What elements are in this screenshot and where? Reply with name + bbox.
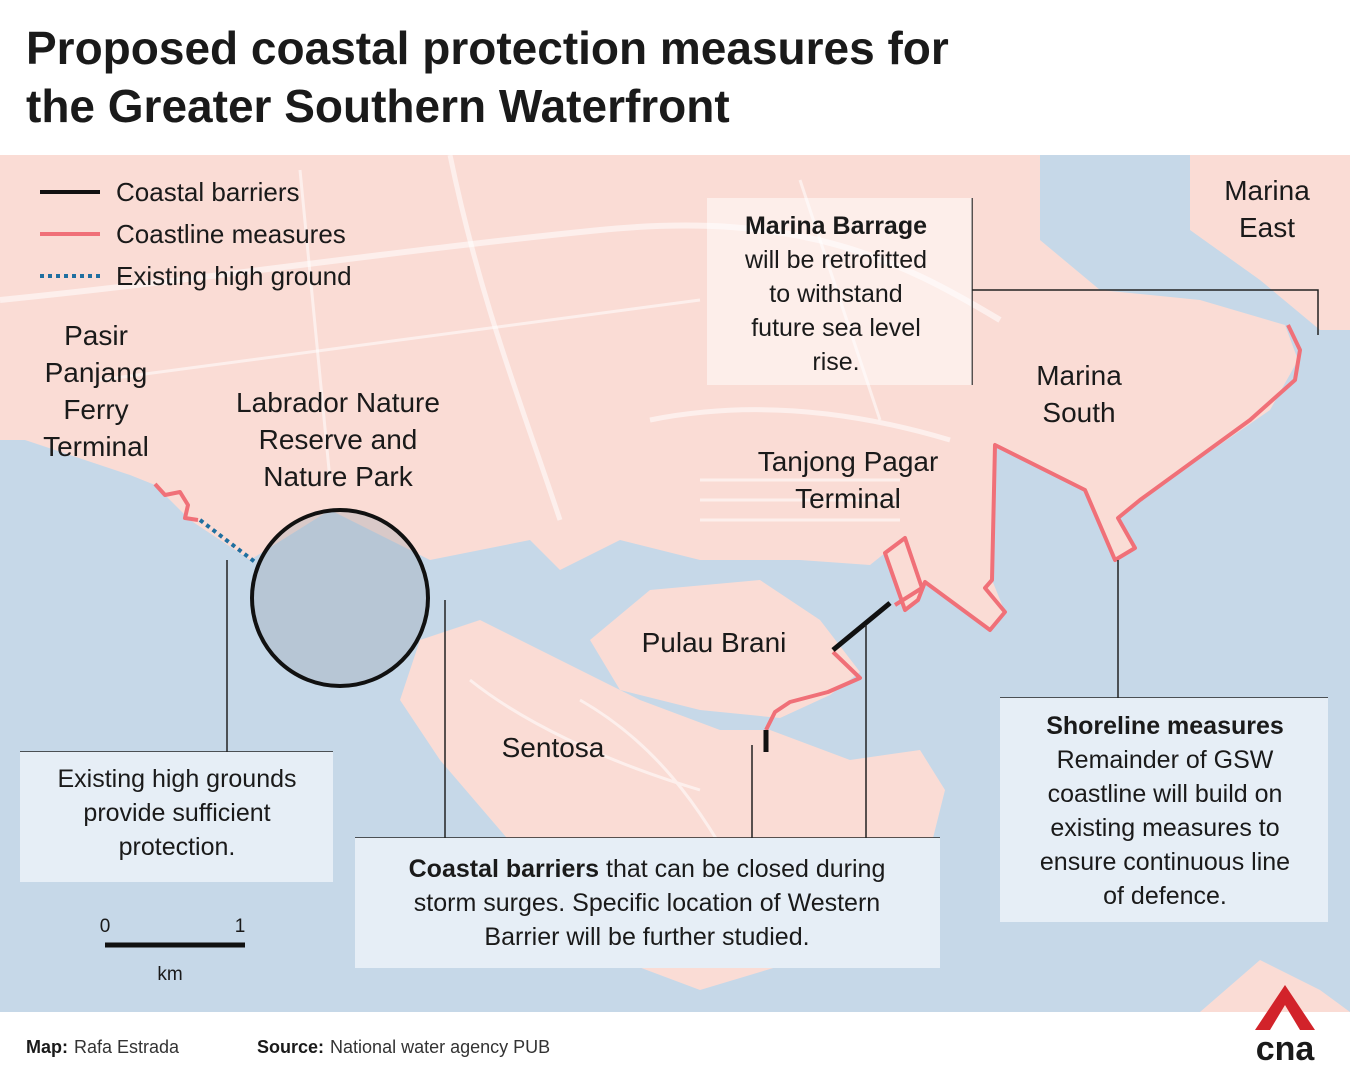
callout-text: storm surges. Specific location of Weste… — [414, 889, 880, 917]
logo: cna — [1256, 1030, 1316, 1068]
footer-label: Map: — [26, 1037, 68, 1057]
callout-box — [355, 838, 940, 968]
place-label: Ferry — [63, 394, 128, 425]
coastline-measures — [883, 324, 1302, 632]
callout-text: to withstand — [769, 280, 902, 308]
callout-text: Existing high grounds — [57, 765, 296, 793]
place-label: Sentosa — [502, 732, 605, 763]
place-label: South — [1042, 397, 1115, 428]
place-label: Reserve and — [259, 424, 418, 455]
callout-text: existing measures to — [1050, 814, 1279, 842]
scale-tick: 0 — [100, 916, 111, 937]
marina-east — [1190, 155, 1350, 330]
callout-text: Remainder of GSW — [1057, 746, 1274, 774]
scale-unit: km — [157, 964, 182, 985]
callout-text: rise. — [812, 348, 859, 376]
callout-text: protection. — [119, 833, 236, 861]
high-ground — [198, 518, 257, 564]
footer-source: Source: National water agency PUB — [257, 1037, 550, 1057]
callout-text: of defence. — [1103, 882, 1227, 910]
place-label: Nature Park — [263, 461, 413, 492]
logo-mark — [1255, 985, 1315, 1030]
place-label: Labrador Nature — [236, 387, 440, 418]
footer-credit: Map: Rafa Estrada — [26, 1037, 180, 1057]
place-label: Pulau Brani — [642, 627, 787, 658]
scale-tick: 1 — [235, 916, 246, 937]
callout-bold: Coastal barriers — [409, 855, 599, 883]
footer-value: National water agency PUB — [330, 1037, 550, 1057]
callout-bold: Marina Barrage — [745, 212, 927, 240]
callout-text: ensure continuous line — [1040, 848, 1290, 876]
title: Proposed coastal protection measures for — [26, 22, 949, 74]
callout-text: Coastal barriers that can be closed durin… — [409, 855, 886, 883]
place-label: Terminal — [43, 431, 149, 462]
place-label: Marina — [1224, 175, 1310, 206]
focus-circle — [250, 508, 430, 688]
legend-label: Existing high ground — [116, 261, 352, 291]
place-label: Terminal — [795, 483, 901, 514]
callout-box — [20, 752, 333, 882]
legend-label: Coastline measures — [116, 219, 346, 249]
place-label: Panjang — [45, 357, 148, 388]
place-label: Tanjong Pagar — [758, 446, 939, 477]
coastal-barrier — [763, 601, 892, 752]
footer-label: Source: — [257, 1037, 324, 1057]
callout-text: will be retrofitted — [744, 246, 927, 274]
coastline-measures — [153, 482, 199, 522]
callout-text: Barrier will be further studied. — [484, 923, 809, 951]
callout-text: coastline will build on — [1048, 780, 1283, 808]
callout-box — [1000, 698, 1328, 922]
legend-label: Coastal barriers — [116, 177, 300, 207]
footer-value: Rafa Estrada — [74, 1037, 180, 1057]
callout-line: that can be closed during — [606, 855, 885, 883]
place-label: Pasir — [64, 320, 128, 351]
coastline-measures — [764, 650, 862, 731]
island — [1200, 960, 1350, 1012]
callout-text: future sea level — [751, 314, 921, 342]
callout-bold: Shoreline measures — [1046, 712, 1284, 740]
place-label: East — [1239, 212, 1295, 243]
pulau-brani — [590, 580, 860, 718]
callout-box — [707, 198, 972, 385]
place-label: Marina — [1036, 360, 1122, 391]
callout-text: provide sufficient — [83, 799, 270, 827]
title: the Greater Southern Waterfront — [26, 80, 730, 132]
